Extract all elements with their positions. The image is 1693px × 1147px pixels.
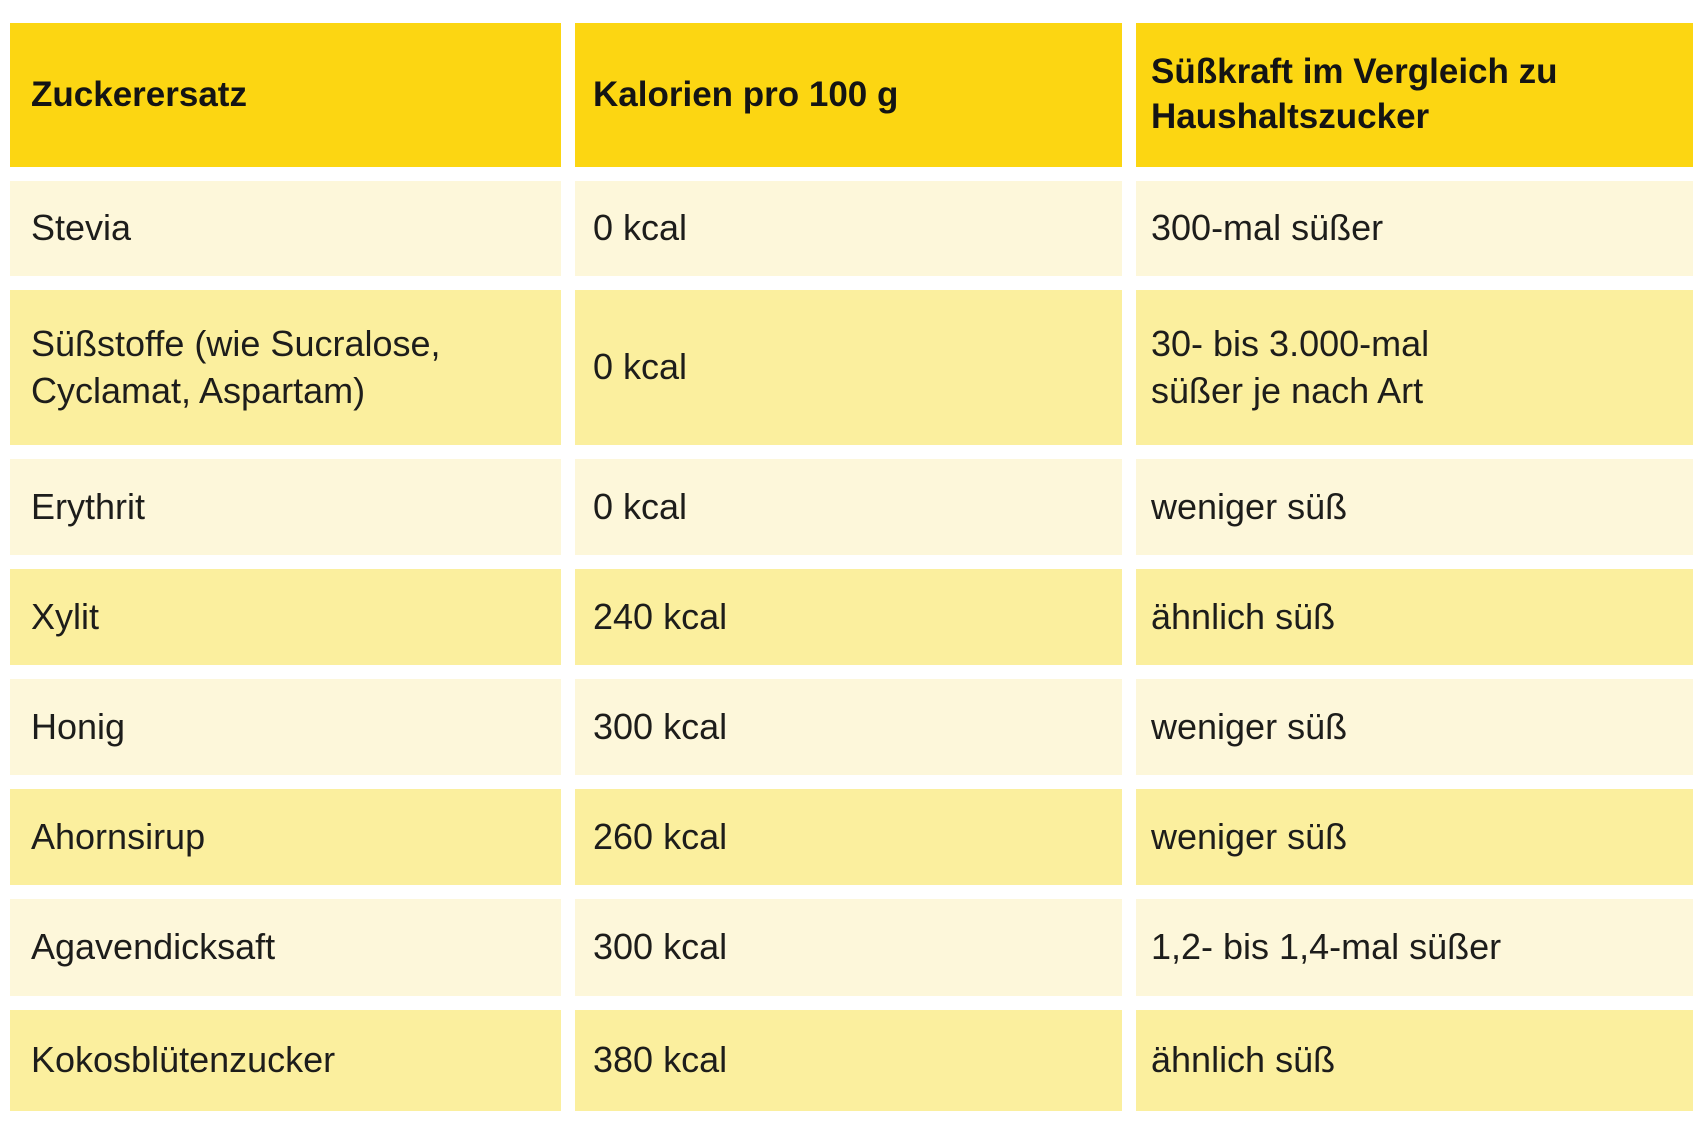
cell-agavendicksaft-name: Agavendicksaft bbox=[10, 899, 561, 996]
cell-honig-kalorien: 300 kcal bbox=[575, 679, 1122, 775]
cell-honig-name: Honig bbox=[10, 679, 561, 775]
cell-ahornsirup-kalorien: 260 kcal bbox=[575, 789, 1122, 885]
cell-stevia-suesskraft: 300-mal süßer bbox=[1136, 181, 1693, 276]
zuckerersatz-table: Zuckerersatz Kalorien pro 100 g Süßkraft… bbox=[10, 23, 1693, 1111]
cell-stevia-kalorien: 0 kcal bbox=[575, 181, 1122, 276]
cell-erythrit-name: Erythrit bbox=[10, 459, 561, 555]
cell-ahornsirup-suesskraft: weniger süß bbox=[1136, 789, 1693, 885]
cell-suessstoffe-suesskraft: 30- bis 3.000-mal süßer je nach Art bbox=[1136, 290, 1693, 445]
cell-honig-suesskraft: weniger süß bbox=[1136, 679, 1693, 775]
header-zuckerersatz: Zuckerersatz bbox=[10, 23, 561, 167]
header-suesskraft: Süßkraft im Vergleich zu Haushaltszucker bbox=[1136, 23, 1693, 167]
cell-xylit-name: Xylit bbox=[10, 569, 561, 665]
cell-erythrit-kalorien: 0 kcal bbox=[575, 459, 1122, 555]
cell-kokosbluetenzucker-suesskraft: ähnlich süß bbox=[1136, 1010, 1693, 1111]
cell-agavendicksaft-suesskraft: 1,2- bis 1,4-mal süßer bbox=[1136, 899, 1693, 996]
header-kalorien: Kalorien pro 100 g bbox=[575, 23, 1122, 167]
cell-xylit-suesskraft: ähnlich süß bbox=[1136, 569, 1693, 665]
cell-suessstoffe-kalorien: 0 kcal bbox=[575, 290, 1122, 445]
cell-kokosbluetenzucker-kalorien: 380 kcal bbox=[575, 1010, 1122, 1111]
cell-stevia-name: Stevia bbox=[10, 181, 561, 276]
cell-erythrit-suesskraft: weniger süß bbox=[1136, 459, 1693, 555]
cell-xylit-kalorien: 240 kcal bbox=[575, 569, 1122, 665]
cell-suessstoffe-name: Süßstoffe (wie Sucralose, Cyclamat, Aspa… bbox=[10, 290, 561, 445]
cell-kokosbluetenzucker-name: Kokosblütenzucker bbox=[10, 1010, 561, 1111]
cell-agavendicksaft-kalorien: 300 kcal bbox=[575, 899, 1122, 996]
cell-ahornsirup-name: Ahornsirup bbox=[10, 789, 561, 885]
